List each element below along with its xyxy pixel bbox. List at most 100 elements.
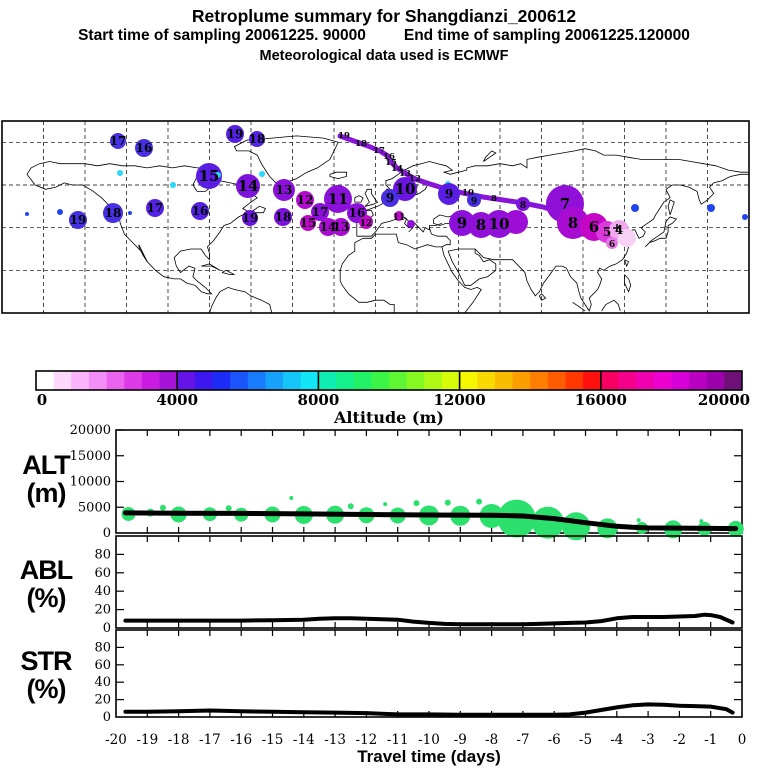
trajectory-day-label: 13: [399, 169, 411, 179]
alt-cluster-bubble: [476, 498, 483, 505]
abl-ytick-label: 40: [94, 584, 111, 599]
alt-cluster-bubble: [497, 499, 536, 538]
colorbar-segment: [318, 371, 337, 390]
colorbar-segment: [141, 371, 161, 390]
colorbar-segment: [406, 371, 425, 390]
coastline: [429, 227, 451, 248]
plume-cluster: [242, 210, 258, 226]
coastline: [329, 171, 347, 180]
alt-cluster-bubble: [289, 495, 294, 500]
plume-cluster: [394, 211, 404, 221]
plume-cluster: [69, 211, 87, 229]
coastline: [624, 259, 630, 268]
plume-cluster: [57, 209, 63, 215]
plume-cluster: [110, 133, 126, 149]
cluster-day-label: 9: [386, 191, 394, 205]
abl-ytick-label: 60: [94, 566, 111, 581]
cluster-day-label: 8: [568, 214, 578, 232]
coastline: [233, 135, 339, 186]
colorbar-segment: [583, 371, 602, 390]
xaxis-tick-label: -15: [262, 732, 284, 748]
alt-ytick-label: 15000: [70, 449, 111, 464]
cluster-day-label: 8: [520, 201, 526, 211]
colorbar-segment: [106, 371, 125, 390]
xaxis-tick-label: -1: [704, 732, 717, 748]
coastline: [624, 274, 632, 293]
colorbar-segment: [159, 371, 178, 390]
colorbar-title: Altitude (m): [334, 408, 444, 427]
cluster-day-label: 9: [471, 197, 477, 207]
colorbar-tick-label: 20000: [698, 391, 750, 409]
colorbar-segment: [53, 371, 72, 390]
alt-ytick-label: 0: [103, 526, 111, 541]
cluster-day-label: 11: [328, 190, 349, 208]
plume-cluster: [249, 131, 265, 147]
xaxis-tick-label: -8: [485, 732, 498, 748]
str-ytick-label: 80: [94, 640, 111, 655]
cluster-day-label: 4: [615, 223, 623, 237]
alt-cluster-bubble: [347, 503, 354, 510]
plume-cluster: [117, 170, 123, 176]
plume-cluster: [438, 183, 460, 205]
colorbar-segment: [494, 371, 514, 390]
coastline: [601, 299, 621, 312]
page-title: Retroplume summary for Shangdianzi_20061…: [191, 6, 577, 26]
colorbar-segment: [177, 371, 196, 390]
colorbar-segment: [194, 371, 213, 390]
plume-cluster: [606, 237, 618, 249]
colorbar-segment: [71, 371, 90, 390]
plume-cluster: [618, 229, 636, 247]
colorbar-segment: [88, 371, 108, 390]
coastline: [441, 246, 482, 313]
trajectory-day-label: 16: [383, 152, 395, 162]
coastline: [138, 244, 148, 263]
colorbar-segment: [424, 371, 443, 390]
xaxis-tick-label: -18: [168, 732, 190, 748]
alt-cluster-bubble: [159, 504, 166, 511]
cluster-day-label: 15: [300, 216, 317, 230]
cluster-day-label: 12: [360, 219, 373, 229]
abl-ytick-label: 80: [94, 547, 111, 562]
colorbar-tick-label: 8000: [298, 391, 340, 409]
cluster-day-label: 7: [560, 195, 570, 213]
xaxis-tick-label: -10: [418, 732, 440, 748]
colorbar-segment: [530, 371, 549, 390]
plume-cluster: [359, 215, 373, 229]
cluster-day-label: 17: [110, 134, 127, 148]
alt-axis-title: ALT: [22, 450, 70, 480]
map-border: [1, 120, 750, 314]
colorbar-segment: [371, 371, 390, 390]
str-panel: 0 20 40 60 80: [94, 629, 743, 725]
xaxis-tick-label: -9: [454, 732, 467, 748]
trajectory-day-label: 19: [338, 131, 350, 141]
coastline: [26, 161, 258, 295]
xaxis-tick-label: 0: [738, 732, 747, 748]
plume-cluster: [381, 189, 399, 207]
coastline: [363, 233, 442, 250]
abl-line: [123, 612, 735, 627]
plume-cluster: [259, 171, 265, 177]
cluster-day-label: 10: [489, 215, 510, 233]
coastline: [339, 237, 395, 313]
cluster-day-label: 18: [105, 206, 122, 220]
xaxis-tick-label: -12: [356, 732, 378, 748]
plume-cluster: [742, 214, 748, 220]
xaxis-tick-label: -20: [105, 732, 127, 748]
coastline: [364, 188, 379, 207]
sampling-time-line: Start time of sampling 20061225. 90000 En…: [0, 27, 768, 45]
alt-cluster-bubble: [505, 504, 510, 509]
xaxis-tick-label: -3: [642, 732, 655, 748]
coastline: [447, 248, 497, 286]
abl-axis-title: ABL: [19, 555, 74, 585]
cluster-day-label: 14: [320, 220, 337, 234]
plume-cluster: [467, 193, 481, 207]
xaxis-tick-label: -5: [579, 732, 592, 748]
colorbar-segment: [636, 371, 655, 390]
colorbar-tick-label: 0: [37, 391, 47, 409]
str-axis-unit: (%): [26, 674, 67, 704]
coastline: [572, 301, 586, 312]
alt-ytick-label: 5000: [78, 500, 111, 515]
plume-cluster: [128, 211, 132, 215]
